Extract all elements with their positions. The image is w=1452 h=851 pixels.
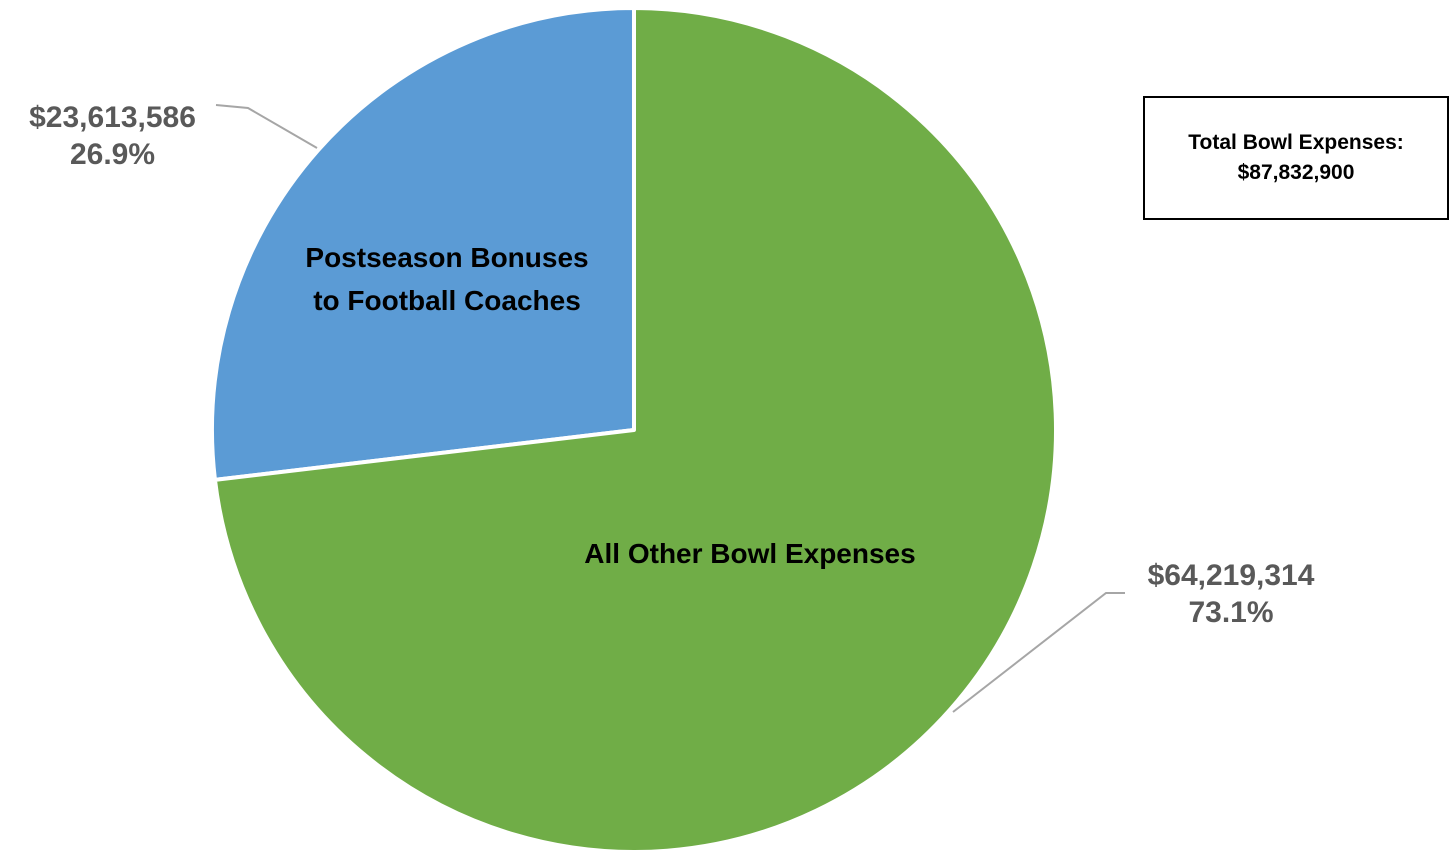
data-label-value: $23,613,586	[29, 101, 196, 134]
pie-slice-postseason-bonuses[interactable]	[210, 6, 636, 482]
data-label-percent: 73.1%	[1188, 595, 1274, 629]
leader-line-other	[952, 592, 1125, 713]
category-label-line: to Football Coaches	[313, 285, 581, 317]
category-label-all-other-expenses: All Other Bowl Expenses	[584, 538, 916, 569]
pie-slice-all-other-expenses[interactable]	[212, 6, 1059, 851]
leader-line-bonus	[215, 104, 318, 149]
data-label-all-other-expenses: $64,219,314 73.1%	[1126, 558, 1336, 631]
total-expenses-box: Total Bowl Expenses: $87,832,900	[1143, 96, 1449, 220]
category-label-line: Postseason Bonuses	[305, 242, 589, 273]
total-expenses-label: Total Bowl Expenses:	[1188, 130, 1404, 154]
data-label-value: $64,219,314	[1147, 559, 1315, 592]
total-expenses-value: $87,832,900	[1237, 161, 1355, 184]
data-label-postseason-bonuses: $23,613,586 26.9%	[10, 100, 215, 173]
data-label-percent: 26.9%	[69, 137, 156, 171]
category-label-postseason-bonuses: Postseason Bonuses to Football Coaches	[262, 236, 632, 323]
